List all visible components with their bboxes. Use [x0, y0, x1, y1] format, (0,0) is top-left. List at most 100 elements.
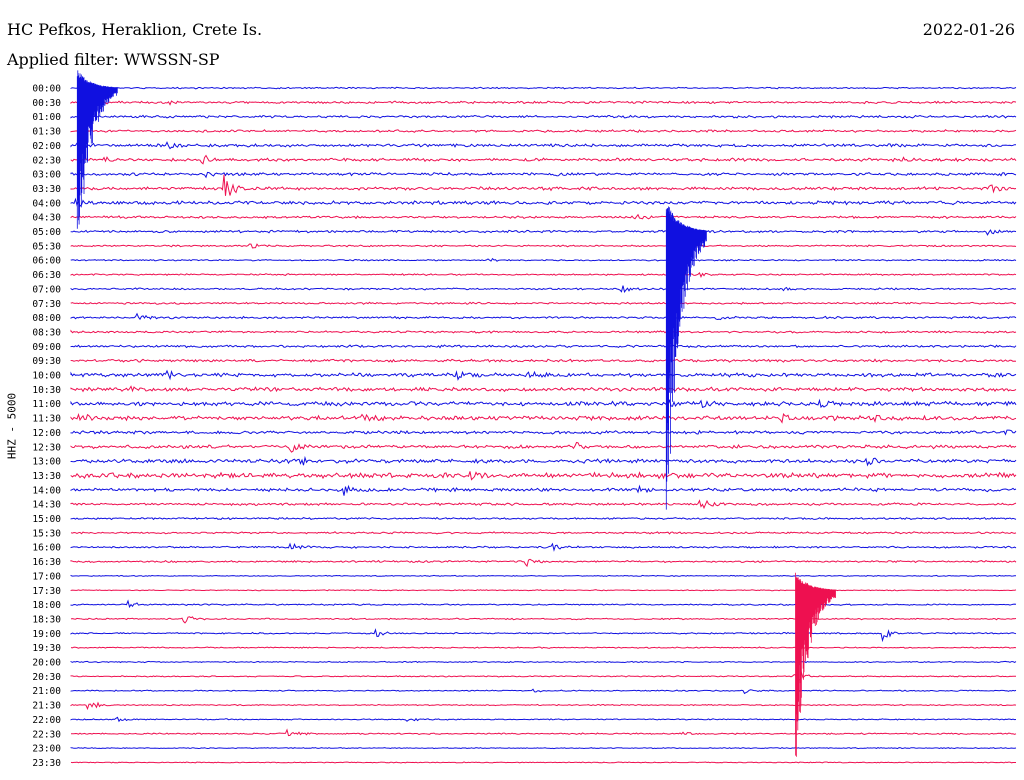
seismic-trace [70, 455, 1017, 467]
seismic-trace [70, 154, 1017, 165]
row-time-label: 16:00 [32, 543, 61, 554]
row-time-label: 02:30 [32, 155, 61, 166]
seismic-trace [70, 499, 1017, 510]
row-time-label: 16:30 [32, 557, 61, 568]
filter-label: Applied filter: WWSSN-SP [7, 50, 220, 69]
seismic-trace [70, 646, 1017, 649]
seismic-trace [70, 197, 1017, 208]
seismic-trace [70, 129, 1017, 134]
seismic-trace [71, 728, 1017, 737]
seismic-trace [70, 174, 1017, 196]
row-time-label: 17:00 [32, 571, 61, 582]
row-time-label: 15:30 [32, 528, 61, 539]
seismic-trace [70, 99, 1017, 106]
seismic-trace [70, 516, 1017, 521]
row-time-label: 13:30 [32, 471, 61, 482]
seismic-trace [70, 429, 1017, 436]
seismic-trace [70, 257, 1017, 262]
date-label: 2022-01-26 [922, 20, 1015, 39]
seismic-trace [70, 285, 1017, 294]
row-time-label: 12:00 [32, 428, 61, 439]
seismic-trace [70, 701, 1017, 711]
row-time-label: 19:30 [32, 643, 61, 654]
seismic-trace [70, 329, 1017, 334]
row-time-label: 22:00 [32, 715, 61, 726]
seismic-trace [70, 171, 1017, 179]
seismic-trace [70, 670, 1016, 682]
seismic-trace [70, 616, 1017, 624]
row-time-label: 09:00 [32, 342, 61, 353]
seismic-trace [70, 213, 1017, 220]
row-time-label: 21:30 [32, 701, 61, 712]
seismic-trace [70, 628, 1017, 643]
row-time-label: 09:30 [32, 356, 61, 367]
row-time-label: 01:00 [32, 112, 61, 123]
row-time-label: 20:00 [32, 658, 61, 669]
row-time-label: 10:30 [32, 385, 61, 396]
seismic-trace [70, 412, 1017, 424]
seismic-trace [70, 369, 1017, 381]
row-time-label: 05:30 [32, 241, 61, 252]
seismic-trace [70, 398, 1017, 409]
seismic-trace [70, 441, 1017, 453]
seismic-trace [70, 344, 1017, 349]
row-time-label: 22:30 [32, 729, 61, 740]
seismic-trace [70, 574, 1017, 577]
row-time-label: 11:30 [32, 414, 61, 425]
seismic-trace [70, 599, 1017, 609]
seismic-trace [70, 531, 1017, 535]
seismic-trace [70, 747, 1017, 750]
seismic-trace [70, 301, 1017, 305]
row-time-label: 06:00 [32, 256, 61, 267]
row-time-label: 14:30 [32, 500, 61, 511]
row-time-label: 17:30 [32, 586, 61, 597]
row-time-label: 19:00 [32, 629, 61, 640]
seismic-trace [70, 688, 1017, 695]
seismic-trace [70, 761, 1016, 764]
row-time-label: 04:30 [32, 213, 61, 224]
row-time-label: 18:00 [32, 600, 61, 611]
row-time-label: 07:30 [32, 299, 61, 310]
row-time-label: 23:00 [32, 744, 61, 755]
row-time-label: 06:30 [32, 270, 61, 281]
seismic-trace [70, 385, 1017, 393]
seismic-trace [70, 558, 1017, 568]
seismic-trace [70, 141, 1017, 150]
station-title: HC Pefkos, Heraklion, Crete Is. [7, 20, 263, 39]
seismic-trace [70, 243, 1017, 249]
row-time-label: 12:30 [32, 442, 61, 453]
large-event-waveform [795, 572, 836, 757]
row-time-label: 02:00 [32, 141, 61, 152]
large-event-waveform [76, 70, 118, 229]
row-time-label: 07:00 [32, 284, 61, 295]
large-event-waveform [665, 206, 707, 510]
row-time-label: 10:00 [32, 371, 61, 382]
row-time-label: 03:30 [32, 184, 61, 195]
seismic-trace [70, 660, 1017, 664]
row-time-label: 13:00 [32, 457, 61, 468]
seismic-trace [70, 272, 1017, 278]
row-time-label: 00:00 [32, 84, 61, 95]
seismic-trace [70, 471, 1017, 481]
row-time-label: 21:00 [32, 686, 61, 697]
row-time-label: 05:00 [32, 227, 61, 238]
row-time-label: 20:30 [32, 672, 61, 683]
row-time-label: 03:00 [32, 170, 61, 181]
row-time-label: 04:00 [32, 198, 61, 209]
row-time-label: 11:00 [32, 399, 61, 410]
row-time-label: 01:30 [32, 127, 61, 138]
seismic-trace [70, 484, 1017, 496]
row-time-label: 08:30 [32, 327, 61, 338]
seismic-trace [70, 542, 1017, 552]
seismic-trace [70, 358, 1017, 363]
row-time-label: 14:00 [32, 485, 61, 496]
row-time-label: 08:00 [32, 313, 61, 324]
seismic-trace [70, 716, 1017, 723]
row-time-label: 18:30 [32, 614, 61, 625]
seismic-trace [70, 229, 1017, 236]
row-time-label: 23:30 [32, 758, 61, 769]
row-time-label: 00:30 [32, 98, 61, 109]
seismic-trace [70, 589, 1017, 592]
